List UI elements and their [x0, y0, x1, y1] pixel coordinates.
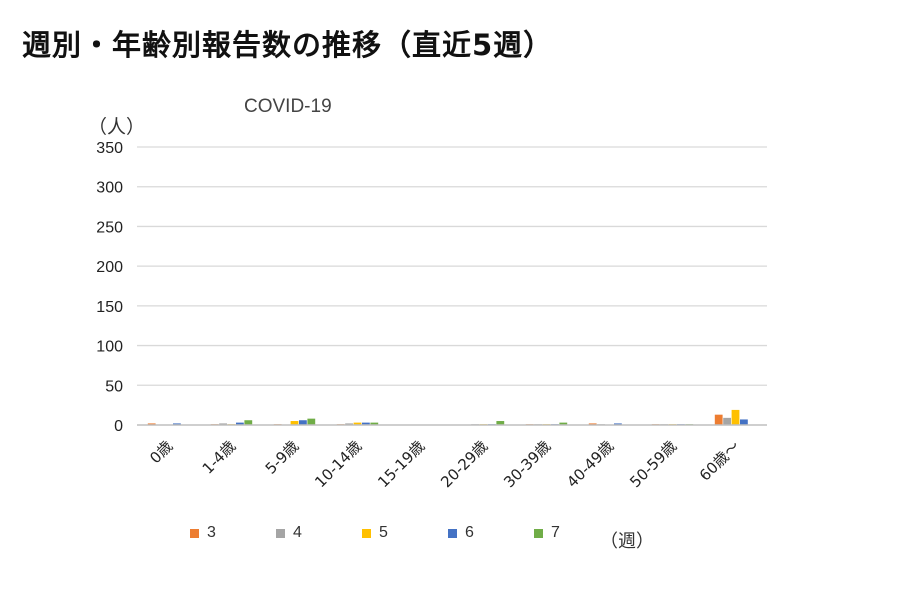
y-axis-ticks: 0 50 100 150 200 250 300 350 — [96, 140, 123, 435]
x-tick-label: 60歳～ — [696, 437, 743, 484]
legend-label: 5 — [379, 524, 388, 541]
page-title: 週別・年齢別報告数の推移（直近5週） — [22, 28, 554, 62]
bar-series-7 — [370, 422, 379, 425]
legend-label: 6 — [465, 524, 474, 541]
bar-series-7 — [307, 418, 316, 425]
x-axis-unit-label: （週） — [600, 531, 654, 552]
x-tick-label: 10-14歳 — [311, 437, 365, 491]
bar-series-5 — [290, 421, 299, 425]
bar-series-3 — [147, 423, 156, 425]
bar-series-6 — [299, 420, 307, 425]
bar-series-6 — [236, 422, 244, 425]
x-tick-label: 50-59歳 — [626, 437, 680, 491]
legend-item: 3 — [190, 524, 216, 542]
legend-swatch — [276, 528, 285, 538]
bar-series-5 — [731, 409, 740, 425]
legend: 3 4 5 6 7 — [0, 524, 900, 548]
y-tick-label: 100 — [96, 339, 123, 356]
bar-series-5 — [353, 422, 362, 425]
legend-swatch — [362, 528, 371, 538]
x-tick-label: 30-39歳 — [500, 437, 554, 491]
chart-title: COVID-19 — [244, 96, 332, 117]
legend-label: 7 — [551, 524, 560, 541]
x-tick-label: 0歳 — [146, 437, 176, 467]
gridlines — [137, 146, 767, 386]
bar-series-4 — [219, 423, 227, 425]
y-axis-unit-label: （人） — [88, 116, 146, 138]
legend-item: 6 — [448, 524, 474, 542]
y-tick-label: 250 — [96, 219, 123, 236]
x-tick-label: 40-49歳 — [563, 437, 617, 491]
bar-series-4 — [345, 423, 353, 425]
bar-series-3 — [714, 414, 723, 425]
legend-swatch — [190, 528, 199, 538]
legend-item: 7 — [534, 524, 560, 542]
legend-swatch — [534, 528, 543, 538]
bar-series-4 — [723, 417, 731, 425]
x-tick-label: 1-4歳 — [199, 437, 240, 478]
bar-series-3 — [588, 423, 597, 425]
y-tick-label: 50 — [105, 378, 123, 395]
bar-series-7 — [496, 421, 505, 425]
bar-series-7 — [559, 422, 568, 425]
x-tick-label: 15-19歳 — [374, 437, 428, 491]
bar-series-6 — [614, 423, 622, 425]
bar-series-7 — [244, 420, 253, 425]
y-tick-label: 150 — [96, 299, 123, 316]
bar-series-6 — [740, 419, 748, 425]
x-axis-ticks: 0歳 1-4歳 5-9歳 10-14歳 15-19歳 20-29歳 30-39歳 40-49歳… — [146, 437, 743, 491]
legend-item: 5 — [362, 524, 388, 542]
legend-label: 3 — [207, 524, 216, 541]
y-tick-label: 350 — [96, 140, 123, 157]
y-tick-label: 0 — [114, 418, 123, 435]
bar-series-6 — [173, 423, 181, 425]
x-tick-label: 20-29歳 — [437, 437, 491, 491]
x-tick-label: 5-9歳 — [262, 437, 303, 478]
legend-label: 4 — [293, 524, 302, 541]
legend-swatch — [448, 528, 457, 538]
y-tick-label: 200 — [96, 259, 123, 276]
bars — [147, 409, 748, 425]
bar-series-6 — [362, 422, 370, 425]
legend-item: 4 — [276, 524, 302, 542]
y-tick-label: 300 — [96, 180, 123, 197]
